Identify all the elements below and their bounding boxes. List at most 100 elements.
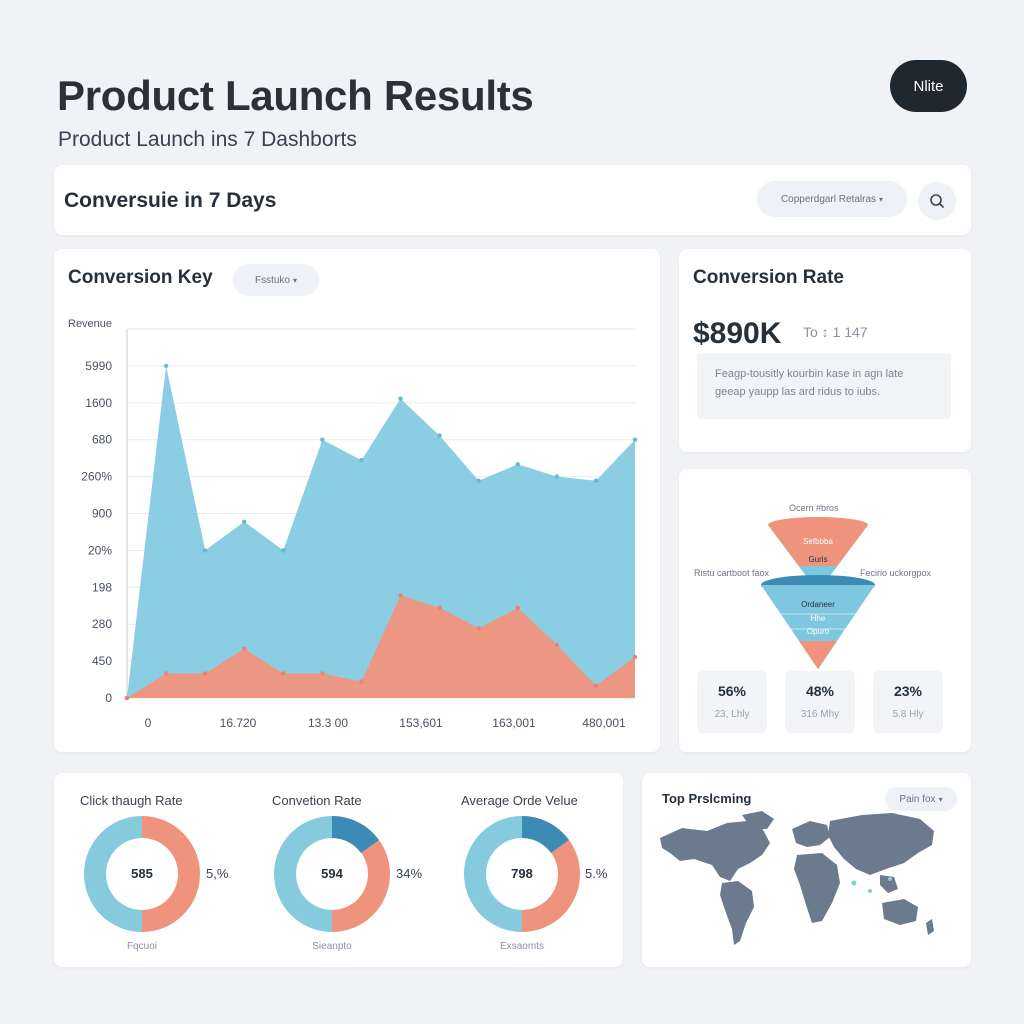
funnel-bottom-tip bbox=[799, 641, 837, 669]
chevron-down-icon: ▾ bbox=[879, 194, 884, 204]
banner-dropdown[interactable]: Copperdgarl Retalras ▾ bbox=[757, 181, 907, 217]
conversion-rate-value: $890K bbox=[693, 317, 782, 350]
search-button[interactable] bbox=[918, 182, 956, 220]
funnel-top-label-2: Guris bbox=[808, 555, 827, 564]
funnel-stat-sub: 5.8 Hly bbox=[892, 709, 924, 720]
funnel-stat-1: 56% 23, Lhly bbox=[697, 671, 767, 733]
x-tick-label: 0 bbox=[145, 716, 152, 730]
data-point bbox=[242, 519, 247, 524]
data-point bbox=[632, 437, 638, 442]
map-greenland bbox=[742, 811, 774, 829]
map-asia bbox=[828, 813, 934, 875]
data-point bbox=[124, 695, 130, 701]
funnel-bottom-label-2: Hhe bbox=[811, 614, 826, 623]
map-card: Top Prslcming Pain fox ▾ bbox=[642, 773, 971, 967]
y-tick-label: 5990 bbox=[85, 359, 112, 373]
funnel-right-label: Fecirio uckorgpox bbox=[860, 568, 932, 578]
funnel-stat-value: 23% bbox=[893, 683, 923, 699]
donut-conversion-slice-red bbox=[332, 816, 390, 932]
data-point bbox=[163, 671, 169, 676]
header-action-button[interactable]: Nlite bbox=[890, 60, 967, 112]
data-point bbox=[281, 548, 286, 553]
conversion-rate-sub: To ↕ 1 147 bbox=[803, 324, 868, 340]
data-point bbox=[632, 654, 638, 660]
map-europe bbox=[792, 821, 830, 847]
funnel-stat-sub: 316 Mhy bbox=[800, 709, 840, 720]
funnel-stat-2: 48% 316 Mhy bbox=[785, 671, 855, 733]
conversion-key-card: Conversion Key Fsstuko ▾ Revenue 5990 160… bbox=[54, 249, 660, 752]
donut-conversion-slice-blue bbox=[274, 816, 332, 932]
area-series-2 bbox=[127, 595, 635, 698]
page-title: Product Launch Results bbox=[57, 72, 534, 119]
y-tick-label: 680 bbox=[92, 433, 112, 447]
data-point bbox=[593, 683, 599, 688]
data-point bbox=[359, 458, 364, 463]
map-australia bbox=[882, 899, 918, 925]
map-marker bbox=[851, 880, 857, 886]
donut-aov-slice-dark bbox=[522, 816, 569, 853]
map-filter-label: Pain fox bbox=[899, 793, 936, 805]
funnel-stat-value: 56% bbox=[717, 683, 747, 699]
chevron-down-icon: ▾ bbox=[293, 275, 298, 285]
data-point bbox=[281, 671, 286, 676]
y-tick-label: 900 bbox=[92, 507, 112, 521]
y-tick-label: 198 bbox=[92, 580, 112, 594]
map-southeast-asia bbox=[880, 875, 898, 893]
x-tick-label: 13.3 00 bbox=[308, 716, 348, 730]
data-point bbox=[515, 605, 520, 610]
map-marker bbox=[868, 889, 872, 893]
conversion-rate-note: Feagp-tousitly kourbin kase in agn late … bbox=[697, 353, 951, 419]
map-filter-dropdown[interactable]: Pain fox ▾ bbox=[885, 787, 957, 811]
donut-ctr-slice-red bbox=[142, 816, 200, 932]
y-tick-label: 280 bbox=[92, 617, 112, 631]
donut-conversion-value: 594 bbox=[321, 866, 343, 881]
data-point bbox=[437, 433, 442, 438]
conversion-rate-card: Conversion Rate $890K To ↕ 1 147 Feagp-t… bbox=[679, 249, 971, 452]
funnel-bottom-cone bbox=[761, 585, 875, 669]
map-africa bbox=[794, 853, 840, 923]
funnel-stat-sub: 23, Lhly bbox=[714, 709, 750, 720]
y-tick-label: 1600 bbox=[85, 396, 112, 410]
x-tick-label: 163,001 bbox=[492, 716, 536, 730]
data-point bbox=[398, 593, 403, 598]
donut-label-conversion: Convetion Rate bbox=[272, 793, 362, 808]
chevron-down-icon: ▾ bbox=[938, 794, 943, 804]
donut-aov-value: 798 bbox=[511, 866, 533, 881]
funnel-top-cone-overlay bbox=[768, 525, 868, 566]
y-tick-label: 0 bbox=[105, 691, 112, 705]
data-point bbox=[554, 642, 560, 647]
donut-conversion-pct: 34% bbox=[396, 866, 423, 881]
data-point bbox=[476, 626, 481, 631]
map-title: Top Prslcming bbox=[662, 791, 752, 806]
funnel-top-label: Ocern #bros bbox=[789, 503, 839, 513]
conversion-rate-title: Conversion Rate bbox=[693, 267, 844, 288]
y-tick-label: 260% bbox=[81, 470, 112, 484]
donut-ctr-value: 585 bbox=[131, 866, 153, 881]
banner-dropdown-label: Copperdgarl Retalras bbox=[780, 193, 877, 205]
chart-filter-label: Fsstuko bbox=[254, 274, 290, 286]
donut-ctr-pct: 5,% bbox=[206, 866, 229, 881]
funnel-top-label-1: Sefbbba bbox=[803, 537, 833, 546]
donut-aov-footer: Exsaomts bbox=[500, 941, 544, 952]
data-point bbox=[163, 363, 169, 369]
map-north-america bbox=[660, 821, 770, 881]
data-point bbox=[202, 548, 208, 553]
chart-filter-dropdown[interactable]: Fsstuko ▾ bbox=[233, 264, 319, 296]
data-point bbox=[242, 646, 247, 651]
banner-card: Conversuie in 7 Days Copperdgarl Retalra… bbox=[54, 165, 971, 235]
page-subtitle: Product Launch ins 7 Dashborts bbox=[58, 128, 357, 151]
y-tick-label: 20% bbox=[88, 543, 112, 557]
map-marker bbox=[888, 877, 892, 881]
data-point bbox=[515, 462, 520, 467]
area-chart: Revenue 59901600680260%90020%1982804500 … bbox=[68, 318, 638, 730]
funnel-bottom-label-3: Opuro bbox=[807, 627, 830, 636]
funnel-stat-value: 48% bbox=[805, 683, 835, 699]
donut-ctr-footer: Fqcuoi bbox=[126, 941, 157, 952]
y-axis-label: Revenue bbox=[68, 318, 112, 330]
x-tick-label: 153,601 bbox=[399, 716, 443, 730]
map-south-america bbox=[720, 881, 754, 945]
donut-conversion-slice-dark bbox=[332, 816, 379, 853]
x-tick-label: 480,001 bbox=[582, 716, 626, 730]
funnel-stat-3: 23% 5.8 Hly bbox=[873, 671, 943, 733]
donut-label-aov: Average Orde Velue bbox=[461, 793, 578, 808]
